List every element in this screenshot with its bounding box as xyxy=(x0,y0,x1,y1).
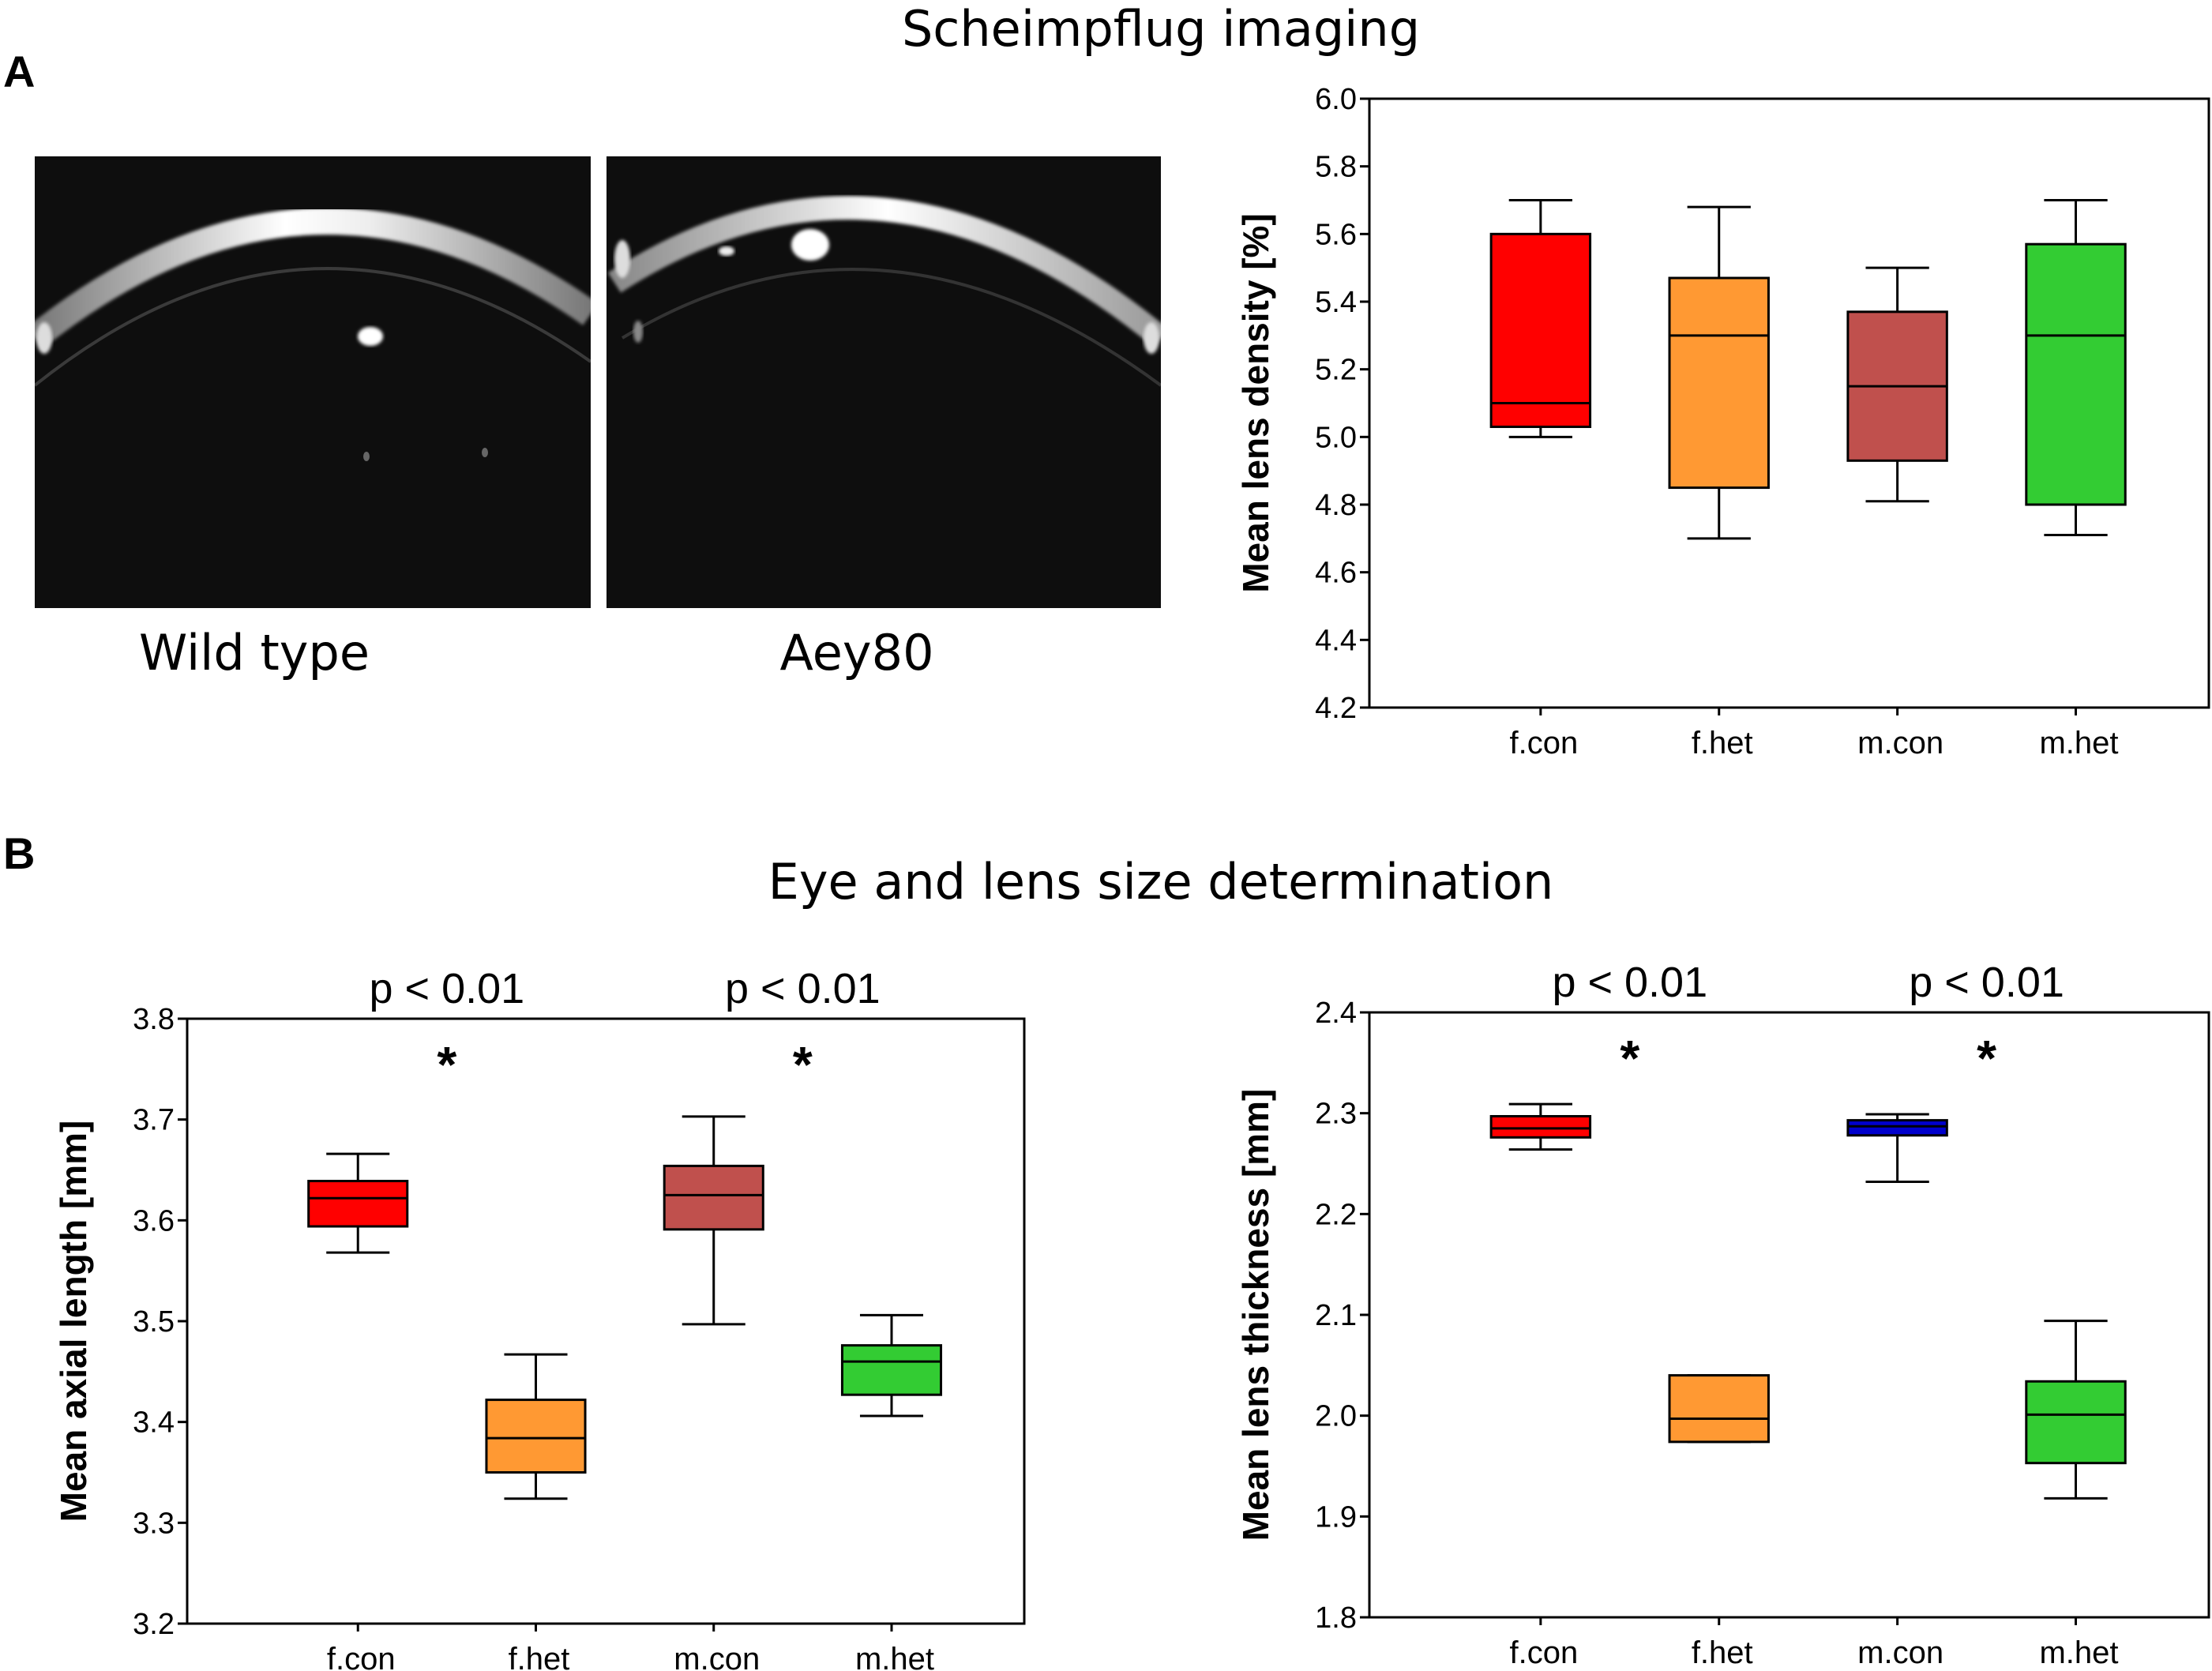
plot-frame xyxy=(1368,97,2210,709)
x-tick-label: f.con xyxy=(327,1642,396,1671)
x-tick-label: m.con xyxy=(674,1642,760,1671)
box-iqr xyxy=(1846,1119,1948,1137)
box-iqr xyxy=(1489,232,1592,428)
box-m.con xyxy=(1846,1113,1948,1183)
y-tick-label: 6.0 xyxy=(1315,83,1357,116)
box-f.con xyxy=(1489,1102,1592,1151)
x-tick-label: m.con xyxy=(1857,1635,1943,1670)
x-tick-label: f.con xyxy=(1509,1635,1578,1670)
box-iqr xyxy=(1668,276,1770,490)
x-tick-label: f.het xyxy=(1692,726,1753,760)
y-tick-label: 3.3 xyxy=(133,1507,175,1540)
significance-star: * xyxy=(1620,1030,1639,1087)
p-value-annotation: p < 0.01 xyxy=(370,965,525,1012)
p-value-annotation: p < 0.01 xyxy=(1909,959,2064,1006)
y-tick-label: 4.6 xyxy=(1315,557,1357,590)
box-m.con xyxy=(663,1115,764,1326)
x-tick-label: f.het xyxy=(1692,1635,1753,1670)
aey80-scheimpflug-image xyxy=(607,156,1161,608)
y-tick-label: 2.2 xyxy=(1315,1198,1357,1231)
box-iqr xyxy=(2025,242,2127,506)
x-tick-label: m.het xyxy=(855,1642,934,1671)
x-tick-label: f.het xyxy=(509,1642,570,1671)
y-tick-label: 5.2 xyxy=(1315,354,1357,387)
box-f.het xyxy=(1668,205,1770,540)
y-tick-label: 3.6 xyxy=(133,1204,175,1237)
aey80-caption: Aey80 xyxy=(779,624,934,682)
panel-label-a: A xyxy=(3,47,36,96)
box-iqr xyxy=(840,1344,943,1396)
y-tick-label: 2.0 xyxy=(1315,1400,1357,1433)
wild-type-caption: Wild type xyxy=(139,624,370,682)
y-tick-label: 3.5 xyxy=(133,1305,175,1339)
y-tick-label: 5.8 xyxy=(1315,151,1357,184)
y-tick-label: 2.1 xyxy=(1315,1299,1357,1332)
box-iqr xyxy=(307,1180,409,1228)
y-axis-label: Mean lens density [%] xyxy=(1235,213,1276,593)
y-tick-label: 3.7 xyxy=(133,1104,175,1137)
y-tick-label: 2.4 xyxy=(1315,997,1357,1030)
box-m.het xyxy=(2025,1320,2127,1500)
significance-star: * xyxy=(437,1036,456,1093)
y-tick-label: 3.8 xyxy=(133,1003,175,1036)
box-m.con xyxy=(1846,266,1948,503)
y-tick-label: 4.2 xyxy=(1315,692,1357,725)
box-iqr xyxy=(1489,1114,1592,1139)
y-tick-label: 4.8 xyxy=(1315,489,1357,522)
significance-star: * xyxy=(793,1036,813,1093)
wild-type-scheimpflug-image xyxy=(35,156,591,608)
y-tick-label: 2.3 xyxy=(1315,1098,1357,1131)
significance-star: * xyxy=(1977,1030,1996,1087)
panel-b-title: Eye and lens size determination xyxy=(768,853,1554,911)
y-tick-label: 3.2 xyxy=(133,1608,175,1641)
x-tick-label: m.het xyxy=(2039,726,2118,760)
box-iqr xyxy=(485,1399,587,1474)
x-tick-label: m.het xyxy=(2039,1635,2118,1670)
panel-label-b: B xyxy=(3,828,36,878)
y-axis-label: Mean axial length [mm] xyxy=(53,1121,94,1523)
y-axis-label: Mean lens thickness [mm] xyxy=(1235,1089,1276,1541)
p-value-annotation: p < 0.01 xyxy=(1552,959,1707,1006)
box-f.con xyxy=(1489,199,1592,438)
y-tick-label: 4.4 xyxy=(1315,624,1357,657)
p-value-annotation: p < 0.01 xyxy=(725,965,881,1012)
y-tick-label: 5.4 xyxy=(1315,286,1357,319)
box-m.het xyxy=(2025,199,2127,537)
box-f.het xyxy=(485,1353,587,1500)
y-tick-label: 3.4 xyxy=(133,1406,175,1440)
y-tick-label: 1.8 xyxy=(1315,1602,1357,1635)
box-m.het xyxy=(840,1313,943,1418)
y-tick-label: 1.9 xyxy=(1315,1500,1357,1534)
plot-frame xyxy=(1368,1011,2210,1619)
box-iqr xyxy=(1668,1374,1770,1444)
y-tick-label: 5.6 xyxy=(1315,218,1357,251)
y-tick-label: 5.0 xyxy=(1315,421,1357,454)
x-tick-label: f.con xyxy=(1509,726,1578,760)
box-f.het xyxy=(1668,1374,1770,1444)
box-iqr xyxy=(2025,1380,2127,1465)
box-iqr xyxy=(663,1164,764,1231)
x-tick-label: m.con xyxy=(1857,726,1943,760)
panel-a-title: Scheimpflug imaging xyxy=(901,0,1421,58)
box-f.con xyxy=(307,1152,409,1254)
